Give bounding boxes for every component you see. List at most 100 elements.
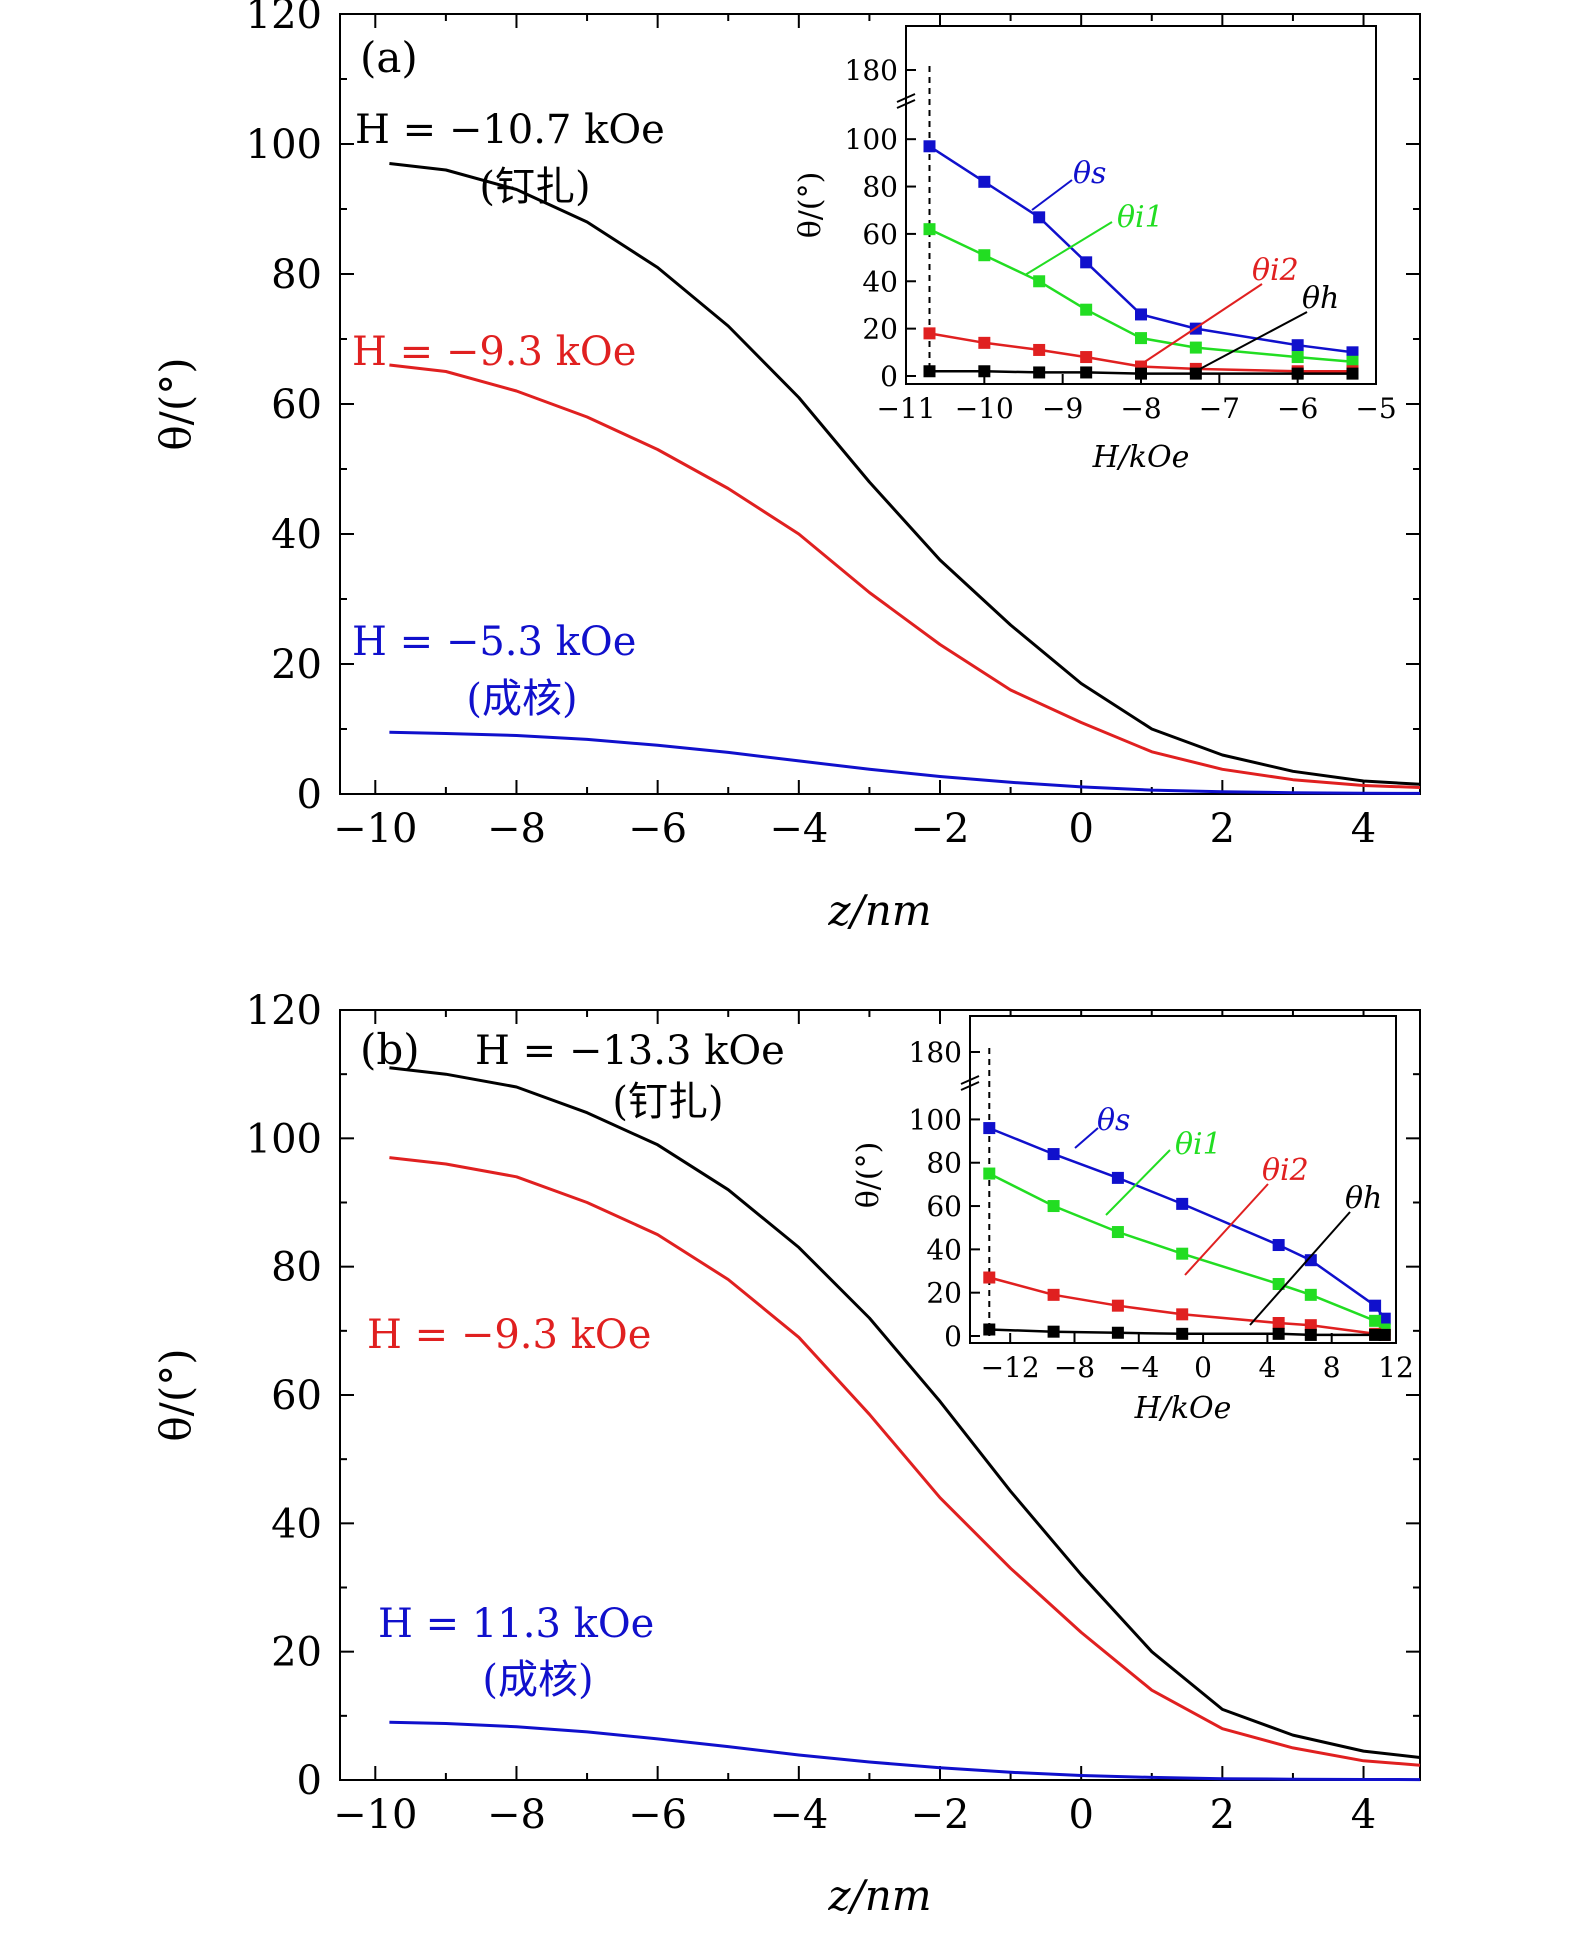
inset-b-background <box>970 1016 1396 1343</box>
inset-b-label-theta-s: θs <box>1097 1103 1130 1138</box>
inset-series-line-2 <box>988 1276 1385 1337</box>
inset-b-label-theta-h: θh <box>1345 1181 1382 1216</box>
y-tick-label: 0 <box>297 772 322 818</box>
inset-data-marker <box>1111 1326 1124 1339</box>
inset-y-tick-label: 40 <box>926 1233 962 1266</box>
x-tick-label: −6 <box>628 1792 687 1838</box>
inset-data-marker <box>1272 1317 1285 1330</box>
inset-y-tick-label: 0 <box>880 360 898 393</box>
inset-data-marker <box>1080 256 1093 269</box>
inset-data-marker <box>1304 1254 1317 1267</box>
inset-y-tick-label: 80 <box>862 171 898 204</box>
inset-a-label-theta-i2: θi2 <box>1252 253 1299 288</box>
inset-b-frame <box>969 1015 1397 1344</box>
series-line-0 <box>389 162 1421 786</box>
inset-data-marker <box>1176 1247 1189 1260</box>
inset-x-tick-label: −12 <box>981 1351 1040 1384</box>
panel-a-ylabel: θ/(°) <box>151 357 200 450</box>
inset-data-marker <box>1304 1319 1317 1332</box>
inset-y-tick-label: 0 <box>944 1320 962 1353</box>
series-line-2 <box>389 730 1421 795</box>
y-tick-label: 60 <box>271 1373 322 1419</box>
inset-data-marker <box>1135 308 1147 321</box>
inset-b-leader-theta-s <box>1074 1127 1099 1149</box>
inset-x-tick-label: −6 <box>1277 392 1318 425</box>
inset-y-tick-label-break: 180 <box>909 1036 962 1069</box>
inset-a: −11 −10 −9 −8 −7 −6 −5 0 20 40 60 80 100 180 H/kOe θ… <box>793 25 1397 475</box>
inset-data-marker <box>1111 1226 1124 1239</box>
inset-b-label-theta-i1: θi1 <box>1175 1127 1222 1162</box>
x-tick-label: −4 <box>769 1792 828 1838</box>
inset-data-marker <box>978 249 991 262</box>
inset-x-tick-label: −4 <box>1118 1351 1159 1384</box>
inset-y-tick-label: 20 <box>926 1277 962 1310</box>
annotation-a-red-line1: H = −9.3 kOe <box>352 329 636 375</box>
x-tick-label: 2 <box>1210 806 1235 852</box>
inset-x-tick-label: −8 <box>1054 1351 1095 1384</box>
inset-data-marker <box>1176 1327 1189 1340</box>
inset-a-leader-theta-i1 <box>1024 221 1113 276</box>
annotation-a-black-line1: H = −10.7 kOe <box>355 107 665 153</box>
inset-data-marker <box>923 365 936 378</box>
inset-b-ylabel: θ/(°) <box>851 1142 886 1209</box>
inset-data-marker <box>1346 355 1359 368</box>
y-tick-label: 40 <box>271 1501 322 1547</box>
inset-data-marker <box>1291 367 1304 380</box>
inset-data-marker <box>923 327 936 340</box>
inset-data-marker <box>978 365 991 378</box>
x-tick-label: −10 <box>333 806 417 852</box>
y-tick-label: 120 <box>246 0 322 38</box>
inset-y-tick-label: 80 <box>926 1147 962 1180</box>
inset-data-marker <box>1291 339 1304 352</box>
y-tick-label: 60 <box>271 382 322 428</box>
x-tick-label: −4 <box>769 806 828 852</box>
x-tick-label: −10 <box>333 1792 417 1838</box>
annotation-b-red-line1: H = −9.3 kOe <box>367 1312 651 1358</box>
inset-b-leader-theta-i1 <box>1105 1149 1171 1216</box>
inset-y-tick-label: 40 <box>862 265 898 298</box>
inset-y-tick-label: 100 <box>845 123 898 156</box>
inset-data-marker <box>1047 1200 1060 1213</box>
inset-data-marker <box>1080 351 1093 364</box>
inset-data-marker <box>1033 211 1046 224</box>
inset-a-label-theta-i1: θi1 <box>1117 200 1164 235</box>
inset-data-marker <box>1369 1314 1382 1327</box>
inset-data-marker <box>983 1122 996 1135</box>
y-tick-label: 0 <box>297 1758 322 1804</box>
x-tick-label: 0 <box>1068 806 1093 852</box>
inset-series-line-1 <box>988 1172 1386 1331</box>
inset-b-xlabel: H/kOe <box>1134 1391 1232 1426</box>
inset-a-leader-theta-s <box>1031 179 1073 211</box>
x-tick-label: −2 <box>911 806 970 852</box>
x-tick-label: −8 <box>487 806 546 852</box>
x-tick-label: −6 <box>628 806 687 852</box>
inset-a-ylabel: θ/(°) <box>793 172 828 239</box>
inset-y-tick-label: 100 <box>909 1103 962 1136</box>
inset-series-line-1 <box>928 228 1353 364</box>
inset-x-tick-label: 8 <box>1323 1351 1341 1384</box>
panel-a-label: (a) <box>360 33 418 82</box>
inset-x-tick-label: −5 <box>1355 392 1396 425</box>
inset-y-tick-label: 60 <box>926 1190 962 1223</box>
inset-x-tick-label: −8 <box>1120 392 1161 425</box>
inset-x-tick-label: −7 <box>1199 392 1240 425</box>
inset-data-marker <box>1033 275 1046 288</box>
inset-data-marker <box>1369 1299 1382 1312</box>
inset-x-tick-label: −10 <box>955 392 1014 425</box>
axis-break-mark <box>896 99 916 109</box>
inset-b-leader-theta-i2 <box>1184 1183 1269 1276</box>
inset-b: −12 −8 −4 0 4 8 12 0 20 40 60 80 100 180 H/kOe θ/(°)… <box>851 1015 1414 1426</box>
x-tick-label: −8 <box>487 1792 546 1838</box>
annotation-a-black-line2: (钉扎) <box>479 164 590 210</box>
inset-data-marker <box>978 175 991 188</box>
inset-data-marker <box>1047 1288 1060 1301</box>
x-tick-label: 4 <box>1351 806 1376 852</box>
inset-a-leader-theta-h <box>1197 311 1308 371</box>
inset-a-xlabel: H/kOe <box>1092 440 1190 475</box>
panel-b-xlabel: z/nm <box>827 1871 931 1920</box>
axis-break-mark <box>896 93 916 103</box>
inset-series-line-3 <box>989 1328 1385 1337</box>
annotation-b-blue-line1: H = 11.3 kOe <box>378 1601 654 1647</box>
